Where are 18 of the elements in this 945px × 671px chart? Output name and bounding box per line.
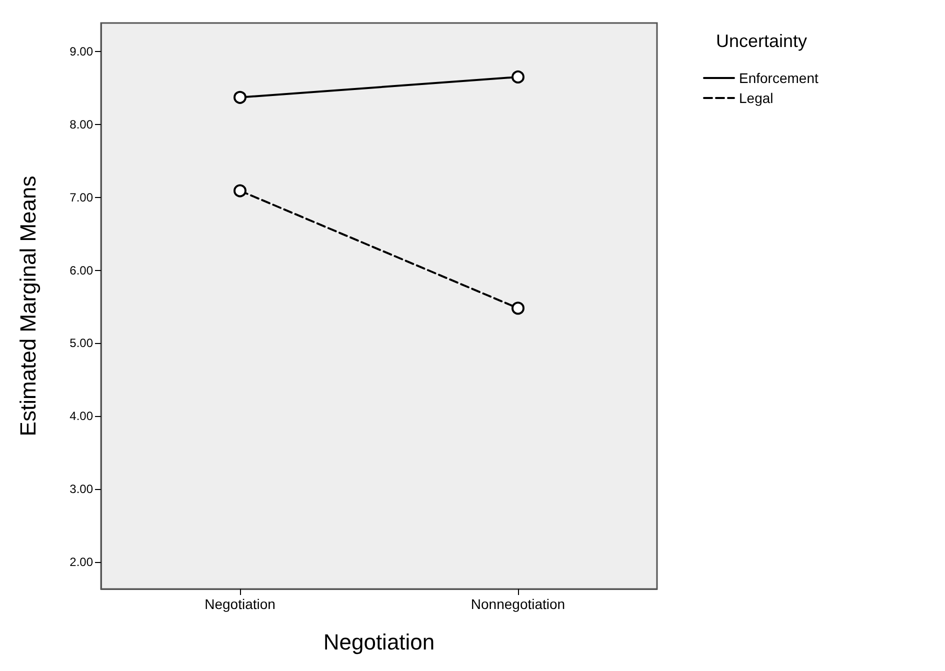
legend-label: Legal: [739, 90, 774, 106]
point: [512, 70, 524, 84]
y-tick-label: 3.00: [70, 482, 94, 496]
point: [512, 302, 524, 315]
x-tick-label: Nonnegotiation: [470, 596, 566, 612]
y-tick-label: 7.00: [70, 190, 94, 204]
x-axis-title: Negotiation: [323, 630, 435, 654]
y-tick-label: 2.00: [70, 555, 94, 570]
y-tick-label: 9.00: [70, 44, 94, 58]
y-tick-label: 6.00: [70, 263, 94, 278]
y-axis-title: Estimated Marginal Means: [16, 176, 40, 436]
legend-title: Uncertainty: [716, 31, 808, 51]
legend-label: Enforcement: [739, 70, 818, 86]
y-tick-label: 4.00: [70, 409, 94, 424]
point: [234, 184, 246, 198]
y-tick-label: 8.00: [70, 117, 94, 132]
y-tick-label: 5.00: [70, 336, 94, 350]
point: [234, 90, 246, 104]
